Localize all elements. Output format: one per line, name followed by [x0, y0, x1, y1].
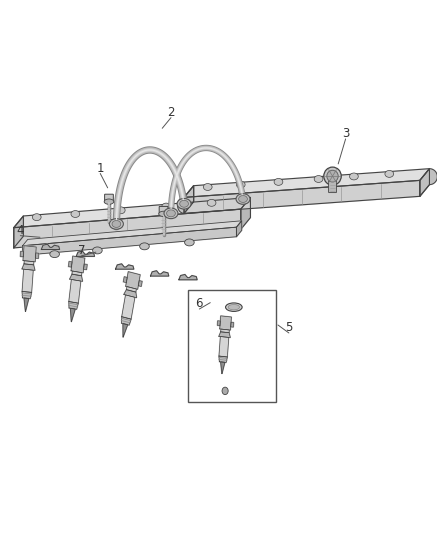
- Polygon shape: [20, 252, 24, 257]
- Polygon shape: [116, 264, 134, 269]
- Ellipse shape: [184, 239, 194, 246]
- Ellipse shape: [164, 208, 178, 219]
- Polygon shape: [72, 271, 82, 276]
- Ellipse shape: [92, 247, 102, 254]
- Polygon shape: [22, 264, 35, 270]
- Polygon shape: [68, 261, 72, 267]
- Ellipse shape: [203, 183, 212, 190]
- Polygon shape: [420, 168, 437, 196]
- Circle shape: [222, 387, 228, 394]
- Ellipse shape: [117, 207, 125, 214]
- Polygon shape: [184, 168, 429, 197]
- Ellipse shape: [239, 196, 247, 203]
- Polygon shape: [237, 221, 242, 237]
- Text: 4: 4: [17, 224, 24, 237]
- Polygon shape: [221, 329, 230, 333]
- Text: 2: 2: [167, 106, 175, 119]
- Polygon shape: [71, 308, 75, 322]
- Polygon shape: [219, 336, 229, 357]
- Ellipse shape: [32, 214, 41, 221]
- Polygon shape: [184, 185, 194, 213]
- Polygon shape: [69, 302, 78, 309]
- Ellipse shape: [350, 173, 358, 180]
- Polygon shape: [23, 246, 36, 262]
- Bar: [188, 290, 276, 402]
- Polygon shape: [219, 332, 230, 337]
- Ellipse shape: [327, 170, 338, 182]
- Ellipse shape: [110, 219, 124, 229]
- Polygon shape: [24, 298, 29, 311]
- Polygon shape: [14, 216, 23, 248]
- Polygon shape: [220, 316, 231, 330]
- Polygon shape: [71, 256, 85, 273]
- Polygon shape: [24, 261, 34, 265]
- Ellipse shape: [237, 181, 245, 188]
- Polygon shape: [177, 185, 194, 213]
- Polygon shape: [138, 280, 142, 286]
- Polygon shape: [22, 269, 33, 293]
- Polygon shape: [76, 251, 95, 256]
- Polygon shape: [22, 292, 32, 298]
- Ellipse shape: [385, 171, 394, 177]
- Ellipse shape: [226, 303, 242, 311]
- Polygon shape: [41, 244, 60, 249]
- Polygon shape: [420, 168, 429, 196]
- Polygon shape: [127, 287, 136, 292]
- Text: 7: 7: [78, 244, 85, 257]
- Ellipse shape: [159, 211, 168, 216]
- FancyBboxPatch shape: [328, 181, 336, 192]
- Ellipse shape: [104, 199, 114, 204]
- Polygon shape: [184, 180, 420, 213]
- Ellipse shape: [177, 198, 191, 209]
- Polygon shape: [126, 272, 140, 289]
- Ellipse shape: [236, 193, 250, 204]
- Polygon shape: [219, 356, 227, 362]
- Text: 1: 1: [96, 161, 104, 175]
- Polygon shape: [231, 322, 234, 327]
- Polygon shape: [22, 221, 242, 246]
- Ellipse shape: [228, 304, 240, 310]
- Ellipse shape: [166, 210, 175, 217]
- Ellipse shape: [140, 243, 149, 250]
- Text: 6: 6: [196, 297, 203, 310]
- Polygon shape: [122, 295, 135, 319]
- Ellipse shape: [314, 175, 323, 182]
- Polygon shape: [69, 279, 81, 303]
- Polygon shape: [14, 209, 241, 248]
- Polygon shape: [241, 197, 251, 229]
- Ellipse shape: [50, 251, 60, 257]
- Ellipse shape: [324, 167, 341, 185]
- Polygon shape: [217, 321, 220, 326]
- Text: 5: 5: [285, 321, 293, 334]
- Polygon shape: [122, 317, 131, 325]
- Ellipse shape: [180, 200, 188, 207]
- Polygon shape: [124, 277, 127, 282]
- Ellipse shape: [207, 199, 216, 206]
- FancyBboxPatch shape: [159, 206, 168, 214]
- Ellipse shape: [274, 179, 283, 185]
- Ellipse shape: [112, 221, 121, 228]
- Ellipse shape: [71, 211, 80, 217]
- Polygon shape: [70, 274, 83, 281]
- Polygon shape: [179, 274, 197, 280]
- Polygon shape: [123, 324, 127, 337]
- Polygon shape: [22, 227, 237, 255]
- Polygon shape: [35, 253, 39, 259]
- Text: 3: 3: [342, 127, 349, 140]
- Polygon shape: [124, 289, 137, 298]
- Polygon shape: [150, 271, 169, 276]
- Polygon shape: [14, 197, 251, 228]
- Ellipse shape: [162, 203, 170, 210]
- Polygon shape: [84, 264, 87, 270]
- Polygon shape: [221, 362, 225, 374]
- FancyBboxPatch shape: [105, 194, 113, 202]
